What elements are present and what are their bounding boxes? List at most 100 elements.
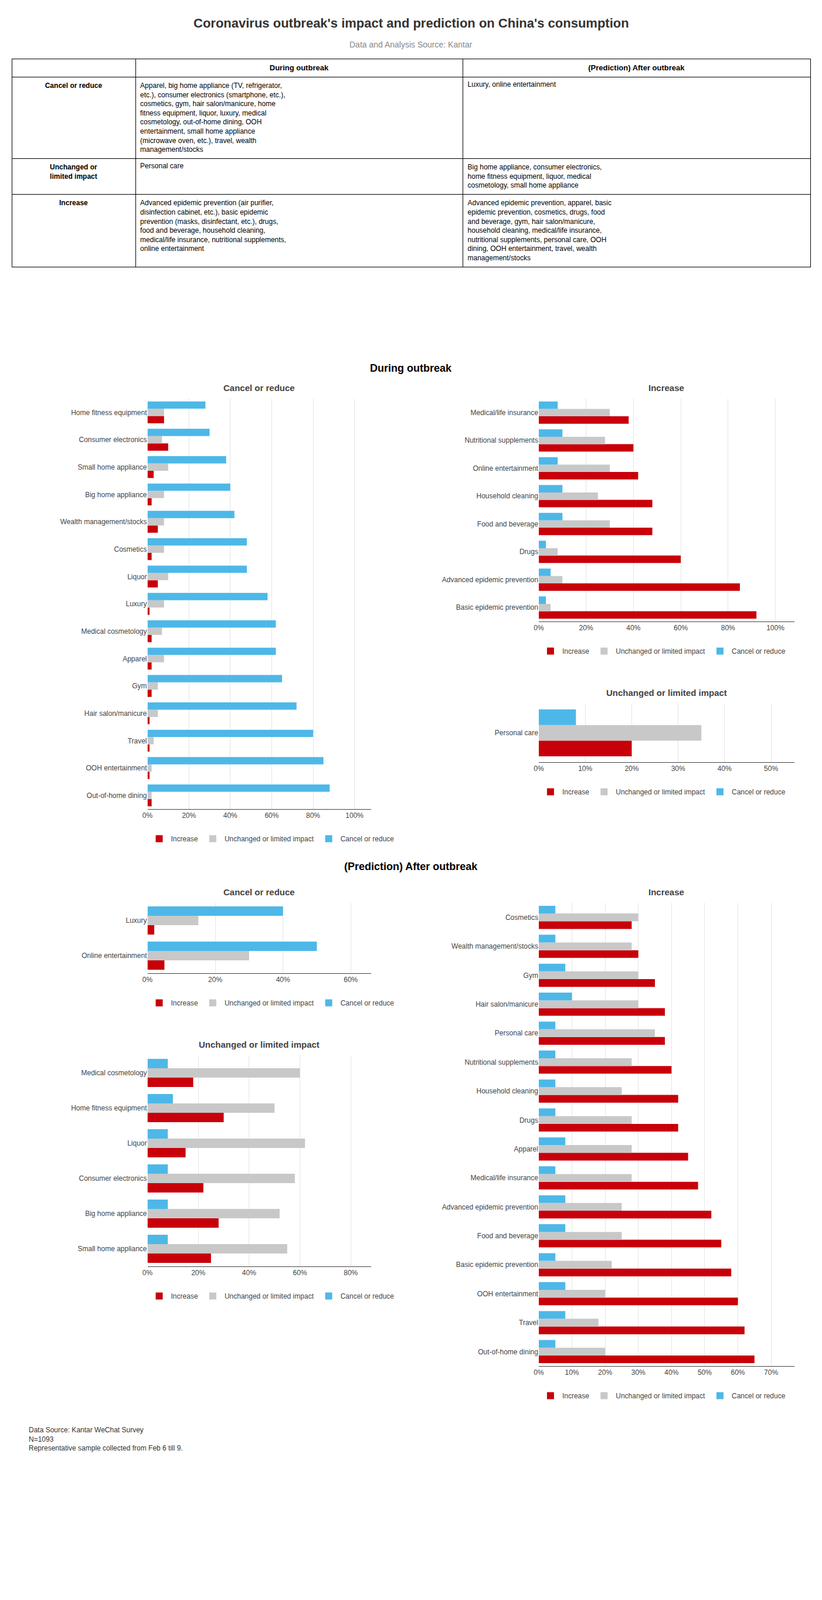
svg-text:Nutritional supplements: Nutritional supplements (464, 1058, 539, 1067)
svg-text:Luxury: Luxury (126, 916, 148, 925)
svg-text:Medical/life insurance: Medical/life insurance (470, 408, 539, 417)
svg-text:Basic epidemic prevention: Basic epidemic prevention (456, 1260, 539, 1269)
svg-text:Advanced epidemic prevention: Advanced epidemic prevention (442, 575, 539, 584)
svg-text:Drugs: Drugs (519, 547, 539, 556)
svg-text:Drugs: Drugs (519, 1116, 539, 1125)
svg-text:Liquor: Liquor (127, 1139, 147, 1148)
svg-text:10%: 10% (565, 1368, 580, 1377)
svg-text:Medical cosmetology: Medical cosmetology (80, 627, 147, 636)
svg-text:0%: 0% (533, 1368, 545, 1377)
svg-text:Out-of-home dining: Out-of-home dining (86, 791, 148, 800)
svg-text:Unchanged or limited impact: Unchanged or limited impact (224, 1292, 315, 1301)
svg-text:Apparel: Apparel (122, 654, 147, 664)
svg-text:Increase: Increase (59, 198, 88, 207)
svg-text:60%: 60% (731, 1368, 746, 1377)
svg-text:Increase: Increase (562, 787, 590, 797)
svg-text:50%: 50% (697, 1368, 712, 1377)
svg-text:Nutritional supplements: Nutritional supplements (464, 436, 539, 445)
svg-text:Travel: Travel (518, 1318, 539, 1327)
svg-text:Cancel or reduce: Cancel or reduce (223, 382, 295, 393)
svg-text:20%: 20% (598, 1368, 613, 1377)
svg-text:40%: 40% (242, 1268, 257, 1277)
svg-text:60%: 60% (293, 1268, 308, 1277)
svg-text:100%: 100% (345, 811, 364, 820)
svg-text:Wealth management/stocks: Wealth management/stocks (451, 942, 539, 951)
svg-text:Home fitness equipment: Home fitness equipment (70, 408, 148, 417)
svg-text:20%: 20% (624, 764, 639, 773)
svg-text:40%: 40% (664, 1368, 679, 1377)
svg-text:10%: 10% (578, 764, 593, 773)
svg-text:Home fitness equipment: Home fitness equipment (70, 1104, 148, 1113)
svg-text:Out-of-home dining: Out-of-home dining (477, 1347, 539, 1357)
svg-text:Small home appliance: Small home appliance (77, 463, 147, 472)
svg-text:Gym: Gym (523, 971, 539, 980)
svg-text:Luxury: Luxury (126, 599, 148, 608)
svg-text:Coronavirus outbreak's impact: Coronavirus outbreak's impact and predic… (193, 15, 630, 31)
svg-text:Personal care: Personal care (494, 728, 539, 737)
svg-text:Hair salon/manicure: Hair salon/manicure (84, 709, 148, 718)
svg-text:Increase: Increase (562, 1391, 590, 1401)
svg-text:Travel: Travel (127, 736, 148, 746)
svg-text:Consumer electronics: Consumer electronics (78, 1174, 147, 1183)
svg-text:Cancel or reduce: Cancel or reduce (340, 1292, 395, 1301)
svg-text:Cosmetics: Cosmetics (114, 545, 148, 554)
svg-text:30%: 30% (671, 764, 686, 773)
svg-text:Online entertainment: Online entertainment (81, 951, 148, 960)
svg-text:Cancel or reduce: Cancel or reduce (731, 787, 786, 797)
svg-text:Personal care: Personal care (140, 161, 184, 171)
svg-text:Medical cosmetology: Medical cosmetology (80, 1068, 147, 1078)
svg-text:Gym: Gym (131, 681, 147, 691)
svg-text:Increase: Increase (171, 999, 199, 1008)
svg-text:0%: 0% (533, 623, 545, 633)
svg-text:40%: 40% (626, 623, 641, 633)
svg-text:Basic epidemic prevention: Basic epidemic prevention (456, 603, 539, 612)
svg-text:0%: 0% (142, 811, 154, 820)
svg-text:Increase: Increase (648, 887, 685, 898)
svg-text:Unchanged or limited impact: Unchanged or limited impact (224, 999, 315, 1008)
svg-text:Personal care: Personal care (494, 1028, 539, 1038)
svg-text:Hair salon/manicure: Hair salon/manicure (475, 1000, 539, 1009)
svg-text:Unchanged orlimited impact: Unchanged orlimited impact (49, 162, 98, 181)
svg-text:0%: 0% (142, 1268, 154, 1277)
svg-text:50%: 50% (763, 764, 779, 773)
svg-text:20%: 20% (191, 1268, 206, 1277)
svg-text:Cancel or reduce: Cancel or reduce (223, 887, 295, 898)
svg-text:20%: 20% (579, 623, 594, 633)
svg-text:Small home appliance: Small home appliance (77, 1244, 147, 1253)
svg-text:100%: 100% (766, 623, 785, 633)
svg-text:0%: 0% (533, 764, 545, 773)
svg-text:(Prediction) After outbreak: (Prediction) After outbreak (344, 860, 478, 873)
svg-text:Household cleaning: Household cleaning (476, 1087, 538, 1096)
svg-text:Wealth management/stocks: Wealth management/stocks (60, 517, 148, 526)
svg-text:Apparel: Apparel (514, 1145, 539, 1154)
svg-text:Data Source: Kantar WeChat Sur: Data Source: Kantar WeChat SurveyN=1093R… (28, 1425, 183, 1453)
svg-text:Food and beverage: Food and beverage (477, 1231, 539, 1241)
svg-text:Cosmetics: Cosmetics (505, 913, 539, 922)
svg-text:Unchanged or limited impact: Unchanged or limited impact (615, 1391, 706, 1401)
svg-text:OOH entertainment: OOH entertainment (85, 763, 148, 773)
svg-text:Big home appliance: Big home appliance (85, 490, 148, 499)
svg-text:Advanced epidemic prevention (: Advanced epidemic prevention (air purifi… (140, 198, 287, 253)
svg-text:80%: 80% (721, 623, 736, 633)
svg-text:Advanced epidemic prevention,: Advanced epidemic prevention, apparel, b… (467, 198, 612, 263)
svg-text:40%: 40% (717, 764, 732, 773)
svg-text:(Prediction) After outbreak: (Prediction) After outbreak (588, 63, 685, 73)
svg-text:40%: 40% (223, 811, 238, 820)
svg-text:30%: 30% (631, 1368, 646, 1377)
svg-text:60%: 60% (673, 623, 688, 633)
svg-text:Unchanged or limited impact: Unchanged or limited impact (606, 687, 728, 698)
svg-text:Unchanged or limited impact: Unchanged or limited impact (224, 834, 315, 844)
svg-text:OOH entertainment: OOH entertainment (477, 1289, 539, 1299)
svg-text:Advanced epidemic prevention: Advanced epidemic prevention (442, 1203, 539, 1212)
svg-text:Apparel, big home appliance (T: Apparel, big home appliance (TV, refrige… (140, 81, 285, 154)
svg-text:Household cleaning: Household cleaning (476, 491, 538, 501)
svg-text:60%: 60% (343, 975, 358, 984)
svg-text:Unchanged or limited impact: Unchanged or limited impact (615, 647, 706, 656)
svg-text:During outbreak: During outbreak (269, 63, 329, 73)
svg-text:Online entertainment: Online entertainment (473, 464, 539, 473)
svg-text:20%: 20% (208, 975, 223, 984)
svg-text:Data and Analysis Source: Kant: Data and Analysis Source: Kantar (349, 39, 473, 50)
svg-text:Unchanged or limited impact: Unchanged or limited impact (198, 1039, 320, 1050)
svg-text:Unchanged or limited impact: Unchanged or limited impact (615, 787, 706, 797)
svg-text:Food and beverage: Food and beverage (477, 520, 539, 529)
